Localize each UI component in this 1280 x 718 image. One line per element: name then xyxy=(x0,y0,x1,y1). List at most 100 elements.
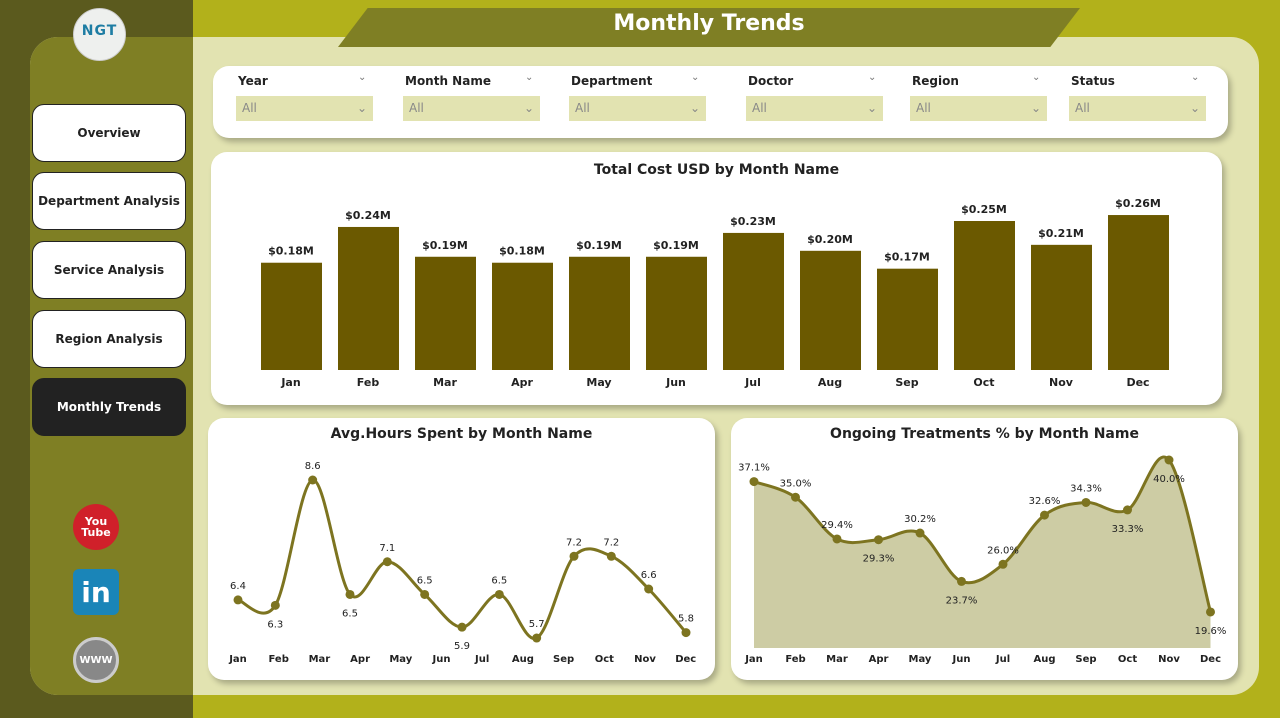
dropdown-value: All xyxy=(409,101,424,115)
bar-aug xyxy=(800,250,861,370)
x-tick-label: Apr xyxy=(511,376,533,389)
data-label: 6.3 xyxy=(267,619,283,630)
data-point xyxy=(749,477,759,487)
area-chart-card: Ongoing Treatments % by Month Name 37.1%… xyxy=(731,418,1238,680)
logo: NGT xyxy=(73,8,126,61)
data-label: 5.7 xyxy=(529,619,545,630)
avg-hours-line-chart: 6.4 6.3 8.6 6.5 7.1 6.5 5.9 6.5 5.7 7.2 7.2 6.6 5.8 J… xyxy=(228,461,696,665)
nav-region-analysis[interactable]: Region Analysis xyxy=(32,310,186,368)
website-globe-icon[interactable]: WWW xyxy=(73,637,119,683)
chart-title: Ongoing Treatments % by Month Name xyxy=(830,426,1139,442)
data-label: 30.2% xyxy=(904,514,936,525)
bar-dec xyxy=(1108,215,1169,370)
x-tick-label: Nov xyxy=(1049,376,1074,389)
bar-jul xyxy=(723,232,784,370)
chevron-down-icon: ⌄ xyxy=(1030,101,1041,115)
bar-feb xyxy=(338,226,399,370)
x-tick-label: Oct xyxy=(1118,654,1137,665)
x-tick-label: Apr xyxy=(869,654,889,665)
dropdown-value: All xyxy=(575,101,590,115)
x-tick-label: Nov xyxy=(1158,654,1180,665)
chevron-down-icon[interactable]: ⌄ xyxy=(358,72,367,83)
data-label: $0.20M xyxy=(807,233,853,246)
data-label: 7.2 xyxy=(603,537,619,548)
nav-service-analysis[interactable]: Service Analysis xyxy=(32,241,186,299)
filter-year-label: Year xyxy=(238,74,268,88)
data-point xyxy=(382,557,392,567)
data-label: 35.0% xyxy=(780,478,812,489)
x-tick-label: Feb xyxy=(785,654,805,665)
filter-region-label: Region xyxy=(912,74,959,88)
chevron-down-icon[interactable]: ⌄ xyxy=(1032,72,1041,83)
data-label: 7.2 xyxy=(566,537,582,548)
filter-region-dropdown[interactable]: All ⌄ xyxy=(910,96,1047,121)
total-cost-bar-chart: $0.18M Jan $0.24M Feb $0.19M Mar $0.18M Apr $0.1… xyxy=(261,197,1169,389)
data-label: $0.24M xyxy=(345,209,391,222)
filter-month-name-dropdown[interactable]: All ⌄ xyxy=(403,96,540,121)
chevron-down-icon[interactable]: ⌄ xyxy=(691,72,700,83)
x-tick-label: Jan xyxy=(744,654,763,665)
data-label: 6.4 xyxy=(230,581,246,592)
data-label: $0.26M xyxy=(1115,197,1161,210)
data-point xyxy=(644,584,654,594)
x-tick-label: Feb xyxy=(357,376,380,389)
youtube-icon[interactable]: You Tube xyxy=(73,504,119,550)
bar-apr xyxy=(492,262,553,370)
data-label: 23.7% xyxy=(946,595,978,606)
filter-doctor-dropdown[interactable]: All ⌄ xyxy=(746,96,883,121)
title-banner xyxy=(338,8,1080,47)
chevron-down-icon: ⌄ xyxy=(523,101,534,115)
data-label: $0.17M xyxy=(884,251,930,264)
chevron-down-icon[interactable]: ⌄ xyxy=(525,72,534,83)
data-label: 40.0% xyxy=(1153,474,1185,485)
data-point xyxy=(681,628,691,638)
dropdown-value: All xyxy=(752,101,767,115)
x-tick-label: Aug xyxy=(1033,654,1055,665)
data-point xyxy=(915,528,925,538)
data-point xyxy=(957,576,966,586)
data-point xyxy=(606,551,616,561)
data-label: 8.6 xyxy=(305,461,321,472)
data-point xyxy=(532,633,542,643)
nav-monthly-trends[interactable]: Monthly Trends xyxy=(32,378,186,436)
data-label: 37.1% xyxy=(738,463,770,474)
filter-year-dropdown[interactable]: All ⌄ xyxy=(236,96,373,121)
filter-status-dropdown[interactable]: All ⌄ xyxy=(1069,96,1206,121)
x-tick-label: Sep xyxy=(553,654,574,665)
chevron-down-icon[interactable]: ⌄ xyxy=(868,72,877,83)
data-label: 29.3% xyxy=(863,554,895,565)
x-tick-label: Jun xyxy=(952,654,971,665)
chevron-down-icon[interactable]: ⌄ xyxy=(1191,72,1200,83)
x-tick-label: Dec xyxy=(675,654,696,665)
x-tick-label: May xyxy=(389,654,412,665)
x-tick-label: May xyxy=(909,654,932,665)
x-tick-label: Sep xyxy=(1075,654,1096,665)
chevron-down-icon: ⌄ xyxy=(689,101,700,115)
data-label: 6.5 xyxy=(491,575,507,586)
x-tick-label: Jun xyxy=(665,376,686,389)
linkedin-icon[interactable]: in xyxy=(73,569,119,615)
dropdown-value: All xyxy=(916,101,931,115)
data-label: 19.6% xyxy=(1195,626,1227,637)
filter-department-dropdown[interactable]: All ⌄ xyxy=(569,96,706,121)
data-point xyxy=(1123,505,1132,515)
nav-overview[interactable]: Overview xyxy=(32,104,186,162)
x-tick-label: Jul xyxy=(995,654,1010,665)
x-tick-label: Mar xyxy=(433,376,457,389)
x-tick-label: May xyxy=(586,376,611,389)
bar-jan xyxy=(261,262,322,370)
data-point xyxy=(308,475,318,485)
x-tick-label: Oct xyxy=(973,376,994,389)
chevron-down-icon: ⌄ xyxy=(1189,101,1200,115)
chart-title: Avg.Hours Spent by Month Name xyxy=(330,426,593,442)
filter-doctor-label: Doctor xyxy=(748,74,794,88)
x-tick-label: Oct xyxy=(595,654,614,665)
x-tick-label: Jan xyxy=(280,376,300,389)
data-point xyxy=(420,589,430,599)
nav-department-analysis[interactable]: Department Analysis xyxy=(32,172,186,230)
filter-department-label: Department xyxy=(571,74,653,88)
data-label: $0.25M xyxy=(961,203,1007,216)
data-point xyxy=(874,535,883,545)
data-point xyxy=(569,551,579,561)
data-label: 5.9 xyxy=(454,641,470,652)
